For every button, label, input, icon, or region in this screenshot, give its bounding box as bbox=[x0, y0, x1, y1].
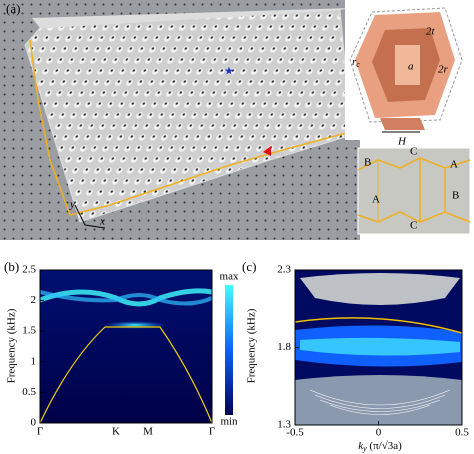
dimension-label: H bbox=[397, 136, 407, 148]
inset-label: B bbox=[364, 157, 371, 169]
dimension-label: rc bbox=[352, 56, 360, 69]
inset-photo bbox=[357, 147, 471, 235]
y-tick-label: 1.5 bbox=[22, 325, 36, 337]
svg-text:★: ★ bbox=[224, 66, 234, 78]
y-tick-label: 0 bbox=[31, 417, 37, 429]
y-axis-label: Frequency (kHz) bbox=[246, 308, 258, 383]
dimension-label: a bbox=[408, 61, 414, 73]
inset-label: A bbox=[450, 159, 458, 171]
x-tick-label: 0 bbox=[376, 427, 382, 439]
band-plot bbox=[294, 269, 463, 426]
axis-letter: x bbox=[99, 216, 105, 228]
unit-cell bbox=[345, 0, 474, 140]
y-tick-label: 1 bbox=[31, 355, 37, 367]
inset-label: B bbox=[452, 190, 459, 202]
x-axis-label: ky (π/√3a) bbox=[358, 440, 402, 453]
panel-label: (a) bbox=[6, 1, 20, 16]
inset-label: C bbox=[410, 220, 417, 232]
x-tick-label: 0.5 bbox=[455, 427, 469, 439]
colorbar-label: min bbox=[220, 416, 238, 428]
colorbar-label: max bbox=[220, 271, 239, 283]
y-tick-label: 0.5 bbox=[22, 386, 36, 398]
band-plot bbox=[39, 269, 233, 424]
x-tick-label: Γ bbox=[37, 426, 43, 438]
dimension-label: 2r bbox=[438, 64, 449, 76]
inset-label: C bbox=[410, 146, 417, 158]
y-tick-label: 1.3 bbox=[277, 419, 291, 431]
panel-label: (b) bbox=[4, 259, 19, 274]
x-tick-label: Γ bbox=[209, 426, 215, 438]
dimension-label: 2t bbox=[426, 26, 436, 38]
photo-lattice: ★ bbox=[0, 0, 360, 240]
y-tick-label: 1.8 bbox=[277, 341, 291, 353]
x-tick-label: -0.5 bbox=[286, 427, 304, 439]
y-tick-label: 2 bbox=[31, 294, 37, 306]
y-axis-label: Frequency (kHz) bbox=[6, 308, 18, 383]
y-tick-label: 2.5 bbox=[22, 264, 36, 276]
panel-label: (c) bbox=[242, 259, 256, 274]
axis-letter: y bbox=[69, 199, 75, 211]
y-tick-label: 2.3 bbox=[277, 264, 291, 276]
inset-label: A bbox=[372, 194, 380, 206]
x-tick-label: M bbox=[143, 426, 153, 438]
x-tick-label: K bbox=[112, 426, 120, 438]
